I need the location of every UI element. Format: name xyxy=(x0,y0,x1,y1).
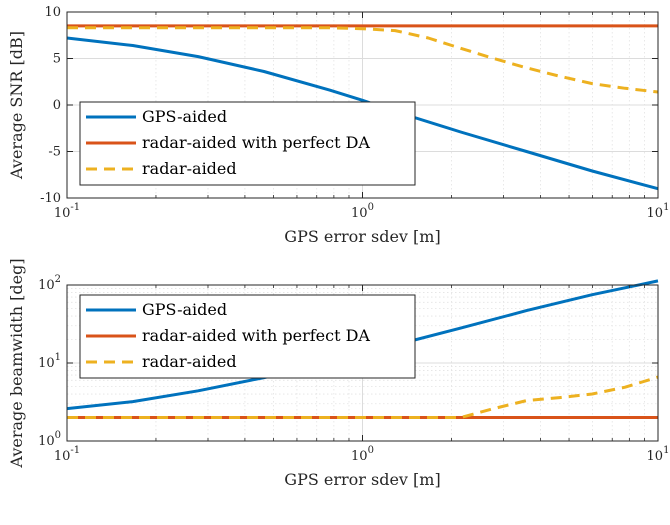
x-axis-label: GPS error sdev [m] xyxy=(284,470,440,489)
tick-marks xyxy=(66,284,659,442)
y-tick-label: -10 xyxy=(40,191,61,206)
series-line-gps-aided xyxy=(66,36,659,191)
legend-entry: GPS-aided xyxy=(142,300,227,319)
tick-marks xyxy=(66,11,659,199)
series-line-radar-aided xyxy=(67,26,659,94)
legend-entry: GPS-aided xyxy=(142,107,227,126)
x-tick-label: 101 xyxy=(647,445,670,464)
y-tick-label: -5 xyxy=(48,145,61,160)
snr-panel: 10-1 100 101 -10 -5 0 5 10 GPS error sdev [m] Ave… xyxy=(7,5,669,246)
series-group xyxy=(66,24,659,191)
x-tick-label: 100 xyxy=(351,202,374,221)
legend-entry: radar-aided xyxy=(142,352,237,371)
legend-entry: radar-aided with perfect DA xyxy=(142,326,370,345)
x-tick-label: 100 xyxy=(351,445,374,464)
x-tick-label: 10-1 xyxy=(54,445,80,464)
x-axis-label: GPS error sdev [m] xyxy=(284,227,440,246)
y-tick-label: 100 xyxy=(38,430,61,449)
legend: GPS-aided radar-aided with perfect DA rada… xyxy=(79,101,416,186)
y-tick-label: 102 xyxy=(38,274,61,293)
legend-entry: radar-aided with perfect DA xyxy=(142,133,370,152)
series-line-radar-aided xyxy=(67,375,659,419)
x-tick-label: 10-1 xyxy=(54,202,80,221)
minor-grid xyxy=(67,285,658,441)
legend-entry: radar-aided xyxy=(142,159,237,178)
y-axis-label: Average SNR [dB] xyxy=(7,31,26,180)
y-tick-label: 101 xyxy=(38,352,61,371)
y-tick-label: 5 xyxy=(53,52,61,67)
x-tick-label: 101 xyxy=(647,202,670,221)
y-tick-label: 10 xyxy=(44,5,61,20)
y-tick-label: 0 xyxy=(53,98,61,113)
y-axis-label: Average beamwidth [deg] xyxy=(7,258,26,468)
legend: GPS-aided radar-aided with perfect DA rada… xyxy=(79,294,416,379)
